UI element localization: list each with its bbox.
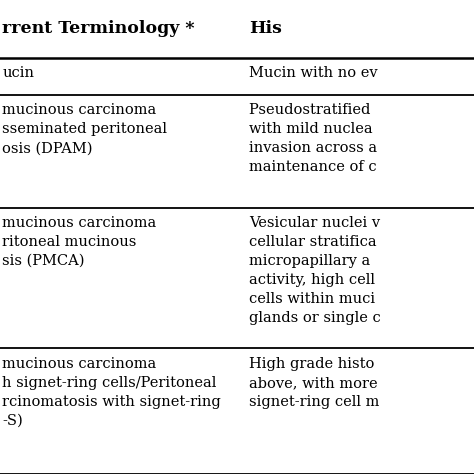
Text: rrent Terminology *: rrent Terminology * (2, 20, 195, 37)
Text: mucinous carcinoma
ritoneal mucinous
sis (PMCA): mucinous carcinoma ritoneal mucinous sis… (2, 216, 156, 268)
Text: His: His (249, 20, 282, 37)
Text: Vesicular nuclei v
cellular stratifica
micropapillary a
activity, high cell
cell: Vesicular nuclei v cellular stratifica m… (249, 216, 381, 325)
Text: mucinous carcinoma
sseminated peritoneal
osis (DPAM): mucinous carcinoma sseminated peritoneal… (2, 103, 167, 155)
Text: Mucin with no ev: Mucin with no ev (249, 66, 377, 81)
Text: mucinous carcinoma
h signet-ring cells/Peritoneal
rcinomatosis with signet-ring
: mucinous carcinoma h signet-ring cells/P… (2, 357, 221, 428)
Text: Pseudostratified 
with mild nuclea
invasion across a
maintenance of c: Pseudostratified with mild nuclea invasi… (249, 103, 377, 174)
Text: High grade histo
above, with more
signet-ring cell m: High grade histo above, with more signet… (249, 357, 379, 409)
Text: ucin: ucin (2, 66, 35, 81)
